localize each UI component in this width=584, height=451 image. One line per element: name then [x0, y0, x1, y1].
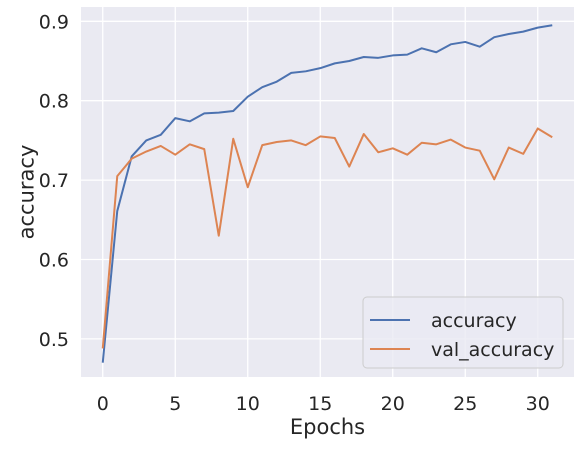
- y-axis-label: accuracy: [14, 145, 38, 240]
- x-tick-labels: 0 5 10 15 20 25 30: [97, 393, 550, 415]
- x-tick-label: 0: [97, 393, 109, 415]
- y-tick-label: 0.5: [39, 329, 69, 351]
- y-tick-label: 0.7: [39, 170, 69, 192]
- x-tick-label: 20: [381, 393, 405, 415]
- x-tick-label: 30: [526, 393, 550, 415]
- y-tick-labels: 0.5 0.6 0.7 0.8 0.9: [39, 11, 69, 351]
- series-line-accuracy: [101, 24, 553, 363]
- x-axis-label: Epochs: [290, 415, 365, 439]
- grid: [81, 7, 574, 377]
- x-tick-label: 10: [236, 393, 260, 415]
- legend-label-val-accuracy: val_accuracy: [431, 339, 554, 361]
- y-tick-label: 0.9: [39, 11, 69, 33]
- x-tick-label: 5: [169, 393, 181, 415]
- x-tick-label: 25: [453, 393, 477, 415]
- series-line-val-accuracy: [101, 127, 553, 349]
- series-lines: [101, 24, 553, 363]
- legend-box: [362, 296, 564, 369]
- y-tick-label: 0.8: [39, 91, 69, 113]
- y-tick-label: 0.6: [39, 249, 69, 271]
- x-tick-label: 15: [308, 393, 332, 415]
- legend-label-accuracy: accuracy: [431, 310, 517, 332]
- legend: accuracy val_accuracy: [362, 296, 564, 369]
